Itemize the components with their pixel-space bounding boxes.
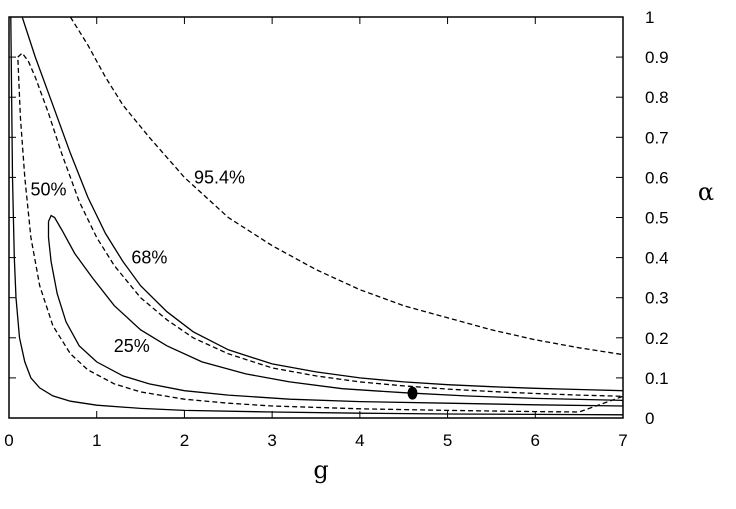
confidence-label-1: 95.4%	[194, 167, 245, 187]
y-tick-label: 0.4	[645, 249, 669, 268]
y-tick-label: 0.5	[645, 209, 669, 228]
confidence-label-4: 25%	[114, 336, 150, 356]
x-tick-label: 3	[267, 431, 276, 450]
x-tick-label: 6	[531, 431, 540, 450]
x-axis-label: g	[313, 456, 328, 484]
y-tick-label: 0.2	[645, 329, 669, 348]
y-tick-label: 1	[645, 8, 654, 27]
y-tick-label: 0.1	[645, 369, 669, 388]
contour-line-4	[47, 214, 623, 407]
y-tick-label: 0	[645, 409, 654, 428]
x-tick-label: 4	[355, 431, 364, 450]
contour-line-2	[21, 17, 623, 392]
plot-area: 95.4% 68% 50% 25%	[10, 17, 623, 416]
plot-frame	[8, 16, 624, 419]
x-tick-label: 1	[92, 431, 101, 450]
x-tick-label: 5	[443, 431, 452, 450]
x-tick-label: 0	[4, 431, 13, 450]
x-tick-label: 2	[180, 431, 189, 450]
y-tick-label: 0.7	[645, 128, 669, 147]
contour-line-5	[10, 17, 623, 416]
confidence-label-3: 50%	[30, 179, 66, 199]
axis-ticks: 0 1 2 3 4 5 6 700.10.20.30.40.50.60.70.80.91	[4, 8, 668, 450]
contour-line-3	[17, 52, 623, 413]
best-fit-point	[407, 386, 418, 400]
confidence-label-2: 68%	[131, 248, 167, 268]
x-tick-label: 7	[618, 431, 627, 450]
y-tick-label: 0.8	[645, 88, 669, 107]
y-tick-label: 0.9	[645, 48, 669, 67]
y-axis-label: α	[698, 178, 714, 206]
y-tick-label: 0.3	[645, 289, 669, 308]
contour-line-1	[69, 17, 623, 356]
y-tick-label: 0.6	[645, 168, 669, 187]
